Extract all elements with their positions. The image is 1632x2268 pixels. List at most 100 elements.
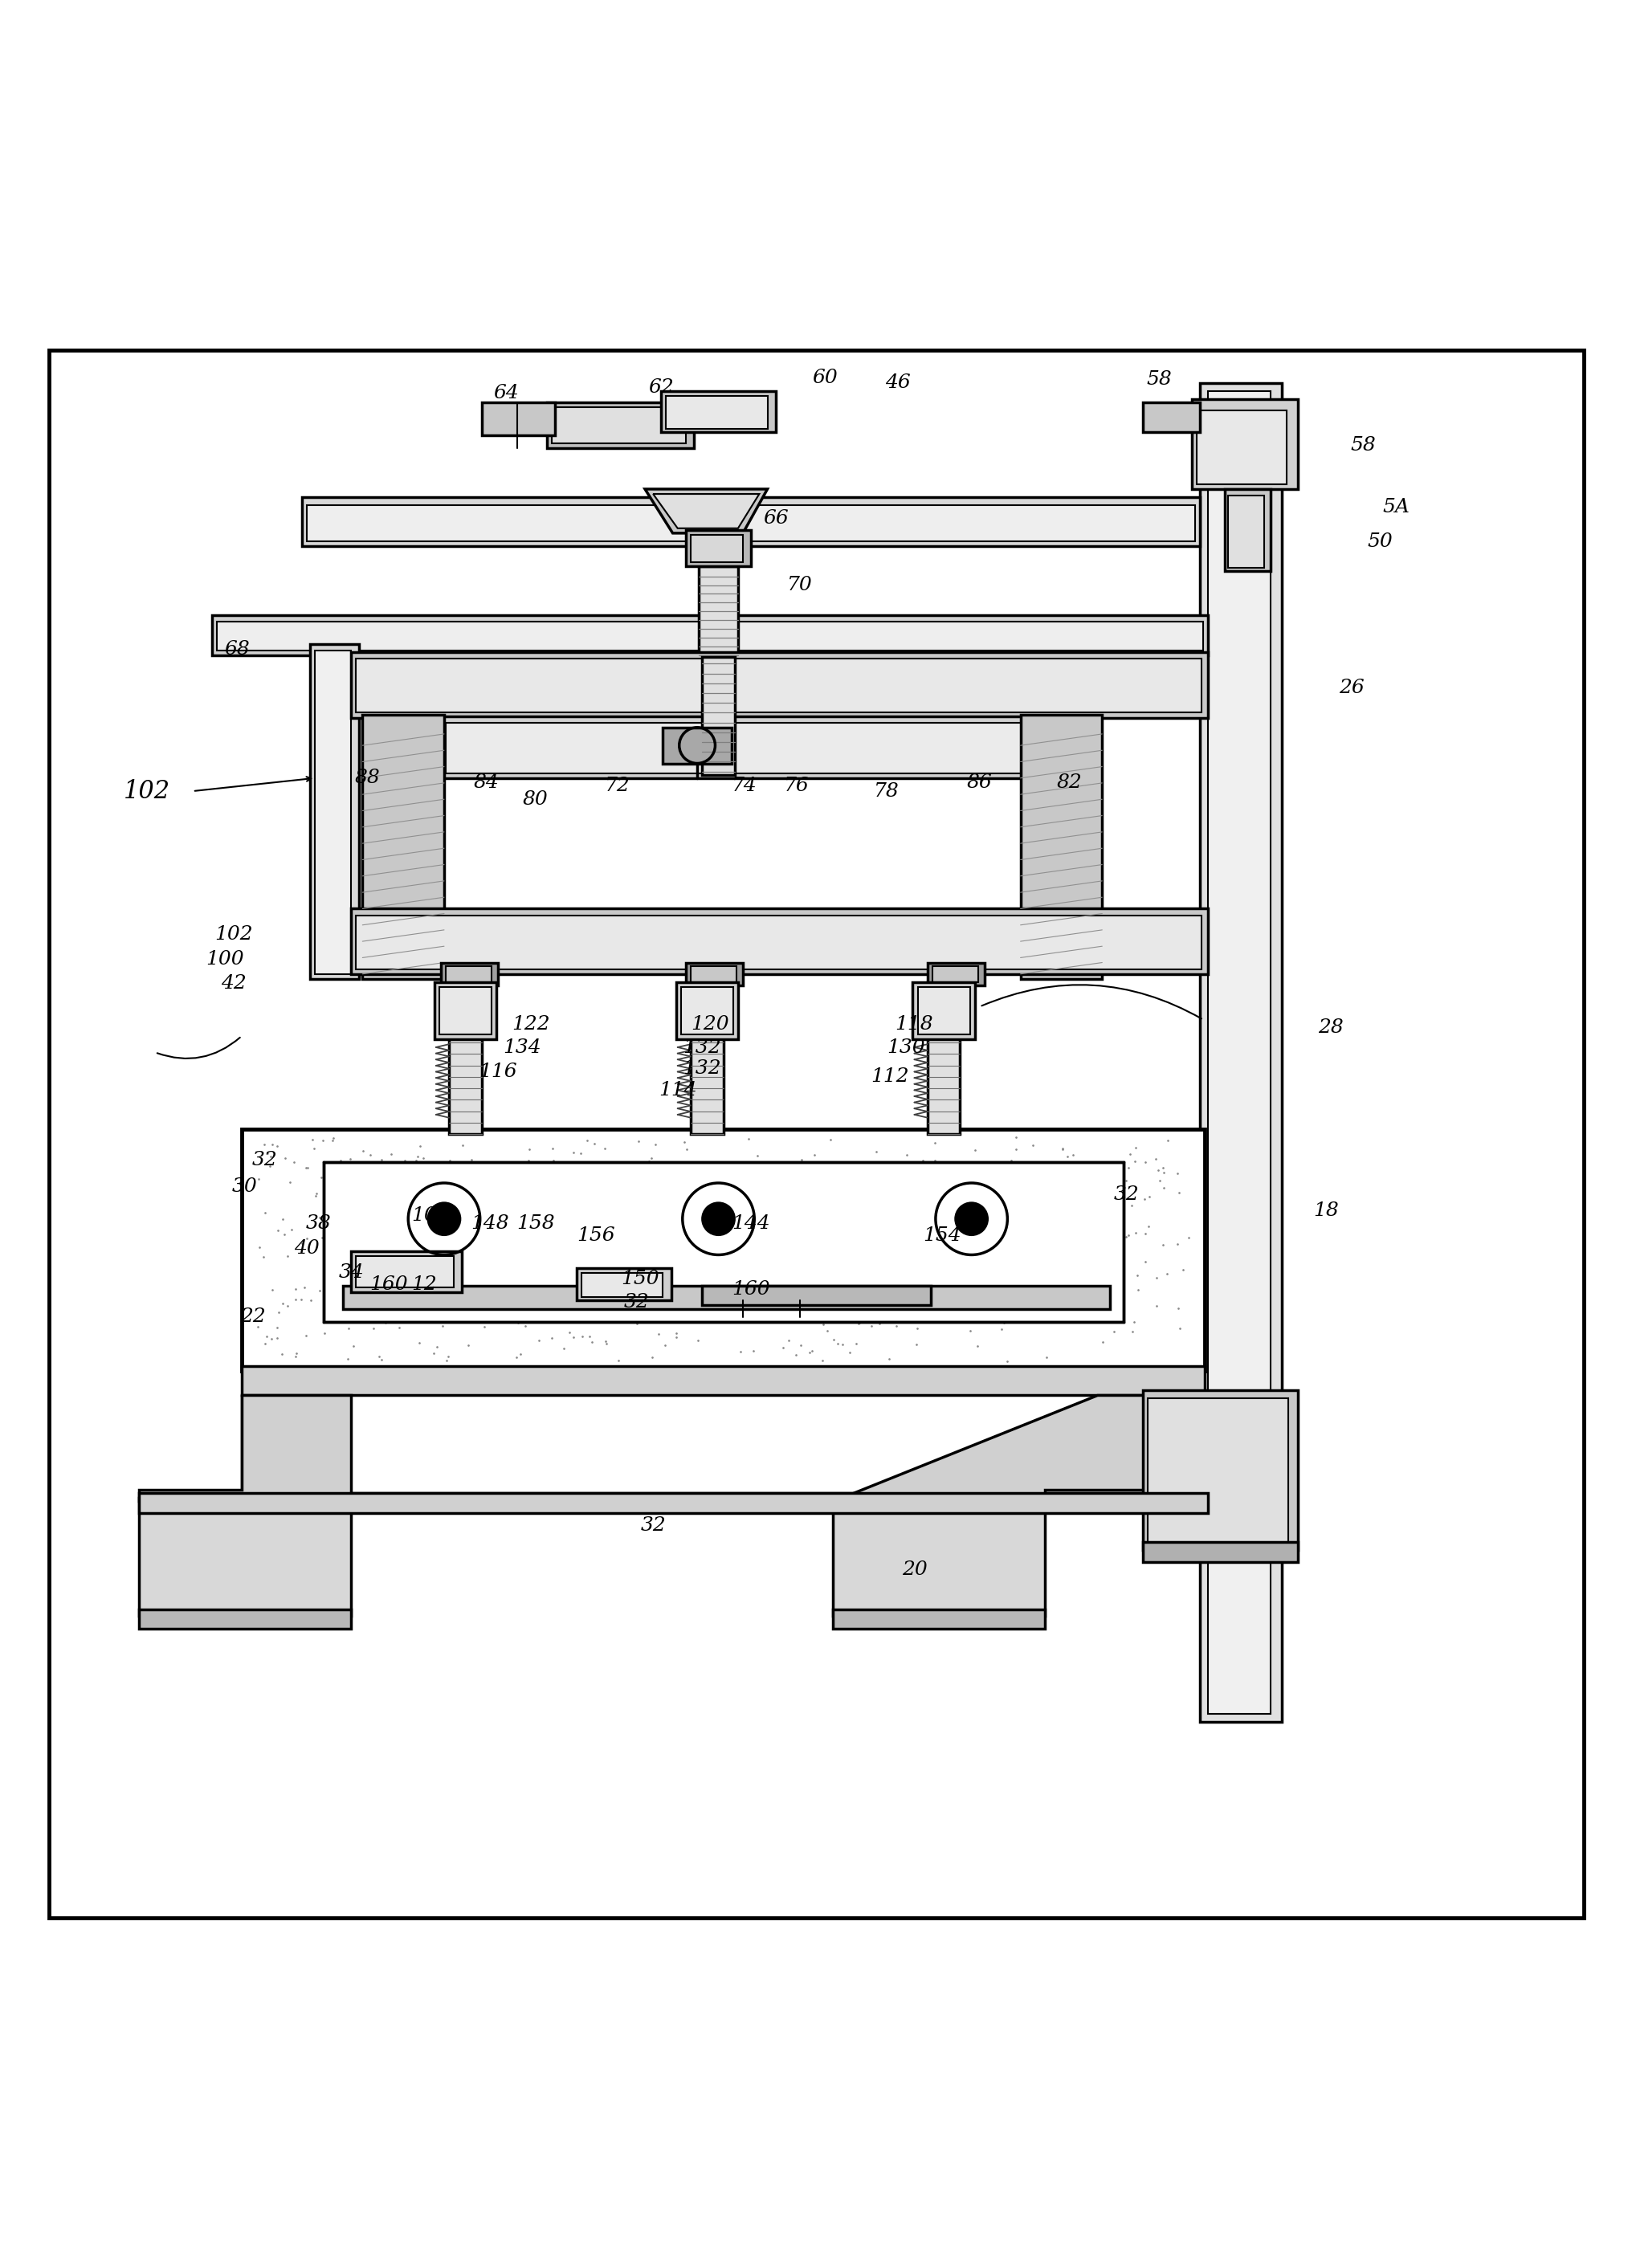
Polygon shape: [832, 1395, 1204, 1501]
Bar: [547, 401, 694, 449]
Bar: [315, 651, 351, 973]
Text: 80: 80: [522, 789, 548, 807]
Text: 46: 46: [885, 374, 911, 392]
Bar: [481, 401, 555, 435]
Circle shape: [955, 1202, 987, 1236]
Text: 32: 32: [640, 1517, 666, 1535]
Text: 10: 10: [411, 1207, 437, 1225]
Text: 116: 116: [478, 1064, 517, 1082]
Bar: [832, 1608, 1044, 1628]
Text: 42: 42: [220, 975, 246, 993]
Text: 18: 18: [1312, 1202, 1338, 1220]
Text: 118: 118: [894, 1016, 934, 1034]
Bar: [576, 1268, 671, 1300]
Text: 102: 102: [214, 925, 253, 943]
Text: 114: 114: [658, 1080, 697, 1100]
Bar: [356, 916, 1201, 968]
Bar: [446, 966, 491, 982]
Bar: [685, 531, 751, 565]
Bar: [552, 408, 685, 442]
Text: 112: 112: [870, 1068, 909, 1086]
Bar: [1227, 497, 1263, 567]
Text: 34: 34: [338, 1263, 364, 1281]
Bar: [932, 966, 978, 982]
Bar: [690, 966, 736, 982]
Bar: [362, 714, 444, 980]
Polygon shape: [139, 1395, 351, 1501]
Text: 70: 70: [787, 576, 813, 594]
Bar: [323, 1161, 1123, 1322]
Bar: [581, 1272, 663, 1297]
Bar: [441, 962, 498, 984]
Text: 72: 72: [604, 778, 630, 796]
Circle shape: [702, 1202, 734, 1236]
Text: 66: 66: [762, 510, 788, 528]
Bar: [1191, 399, 1297, 490]
Text: 28: 28: [1317, 1018, 1343, 1036]
Bar: [343, 1286, 1110, 1309]
Text: 58: 58: [1350, 435, 1376, 454]
Bar: [446, 723, 1022, 773]
Text: 12: 12: [411, 1275, 437, 1293]
Bar: [702, 658, 734, 776]
Text: 68: 68: [224, 640, 250, 658]
Text: 150: 150: [620, 1270, 659, 1288]
Text: 76: 76: [783, 778, 809, 796]
Text: 26: 26: [1338, 678, 1364, 699]
Text: 32: 32: [623, 1293, 650, 1311]
Text: 40: 40: [294, 1238, 320, 1256]
Text: 38: 38: [305, 1216, 331, 1234]
Bar: [663, 728, 731, 764]
Text: 148: 148: [470, 1216, 509, 1234]
Bar: [1147, 1399, 1288, 1545]
Text: 5A: 5A: [1382, 497, 1408, 517]
Bar: [1224, 490, 1270, 572]
Text: 64: 64: [493, 383, 519, 401]
Text: 22: 22: [240, 1309, 266, 1327]
Text: 78: 78: [873, 782, 899, 801]
Bar: [139, 1492, 1208, 1513]
Bar: [439, 987, 491, 1034]
Bar: [666, 397, 767, 429]
Text: 58: 58: [1146, 370, 1172, 388]
Bar: [356, 660, 1201, 712]
Bar: [310, 644, 359, 980]
Text: 88: 88: [354, 769, 380, 787]
Bar: [356, 1256, 454, 1288]
Bar: [351, 1252, 462, 1293]
Text: 130: 130: [886, 1039, 925, 1057]
Bar: [690, 982, 723, 1134]
Text: 84: 84: [473, 773, 499, 792]
Bar: [661, 390, 775, 431]
Bar: [434, 982, 496, 1039]
Text: 120: 120: [690, 1016, 730, 1034]
Bar: [212, 615, 1208, 655]
Bar: [139, 1499, 351, 1615]
Text: 132: 132: [682, 1039, 721, 1057]
Bar: [1208, 390, 1270, 1715]
Text: 74: 74: [731, 778, 757, 796]
Text: 32: 32: [251, 1150, 277, 1170]
Text: 156: 156: [576, 1227, 615, 1245]
Bar: [307, 506, 1195, 542]
Bar: [690, 535, 743, 562]
Text: 50: 50: [1366, 533, 1392, 551]
Text: 20: 20: [901, 1560, 927, 1579]
Bar: [676, 982, 738, 1039]
Polygon shape: [653, 494, 759, 528]
Bar: [1200, 383, 1281, 1721]
Text: 82: 82: [1056, 773, 1082, 792]
Text: 30: 30: [232, 1177, 258, 1195]
Text: 160: 160: [731, 1279, 770, 1297]
Bar: [917, 987, 969, 1034]
Text: 60: 60: [811, 370, 837, 388]
Text: 134: 134: [503, 1039, 542, 1057]
Bar: [139, 1608, 351, 1628]
Bar: [351, 653, 1208, 717]
Bar: [698, 565, 738, 660]
Text: 32: 32: [1113, 1186, 1139, 1204]
Bar: [702, 1286, 930, 1306]
Text: 160: 160: [369, 1275, 408, 1293]
Bar: [912, 982, 974, 1039]
Bar: [832, 1499, 1044, 1615]
